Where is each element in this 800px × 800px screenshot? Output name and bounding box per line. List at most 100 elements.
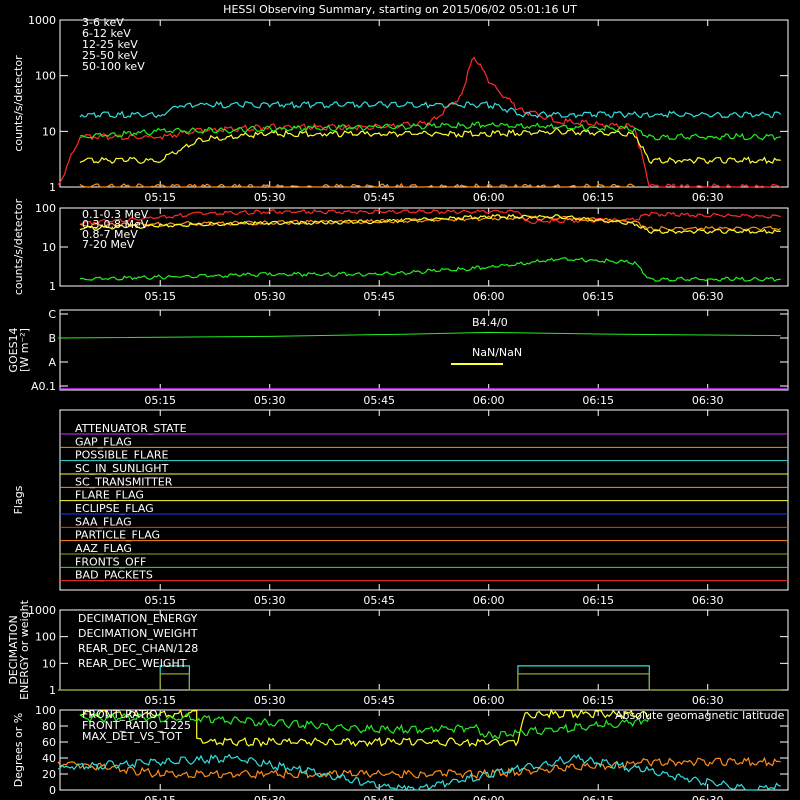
legend-entry-0: 6-12 keV [82, 27, 131, 40]
x-tick-label-4: 05:45 [363, 694, 395, 707]
series-line-absolute-geomagnetic-latitude [57, 753, 781, 792]
y-tick-label-0: 1 [49, 181, 56, 194]
y-tick-label-0: 100 [35, 70, 56, 83]
y-axis-label-0: counts/s/detector [12, 55, 25, 152]
panel-frame-2 [59, 309, 789, 391]
y-tick-label-5: 20 [42, 768, 56, 781]
x-tick-label-2: 05:45 [363, 394, 395, 407]
x-tick-label-1: 06:15 [582, 290, 614, 303]
x-tick-label-1: 05:15 [144, 290, 176, 303]
x-tick-label-4: 05:15 [144, 694, 176, 707]
legend-entry-5: FRONT_RATIO [82, 708, 158, 721]
x-tick-label-4: 06:15 [582, 694, 614, 707]
goes-nan-label: NaN/NaN [472, 346, 522, 359]
y-tick-label-2: C [48, 308, 56, 321]
y-tick-label-1: 10 [42, 241, 56, 254]
legend-entry-1: 0.8-7 MeV [82, 228, 138, 241]
y-tick-label-2: B [48, 332, 56, 345]
y-tick-label-4: 10 [42, 657, 56, 670]
x-tick-label-1: 05:45 [363, 290, 395, 303]
flag-label: GAP_FLAG [75, 435, 132, 448]
goes-line [58, 331, 781, 339]
x-tick-label-4: 06:30 [692, 694, 724, 707]
flag-label: SC_TRANSMITTER [75, 475, 173, 488]
flag-label: SAA_FLAG [75, 515, 132, 528]
x-tick-label-0: 05:15 [144, 191, 176, 204]
x-tick-label-5: 06:30 [692, 794, 724, 800]
y-tick-label-5: 0 [49, 784, 56, 797]
y-tick-label-5: 100 [35, 704, 56, 717]
x-tick-label-5: 05:45 [363, 794, 395, 800]
legend-entry-1: 0.1-0.3 MeV [82, 208, 149, 221]
y-axis-label-3: Flags [12, 485, 25, 514]
series-line-12-25-kev [79, 128, 781, 165]
x-tick-label-0: 05:45 [363, 191, 395, 204]
legend-entry-4: REAR_DEC_CHAN/128 [78, 642, 198, 655]
legend-entry-0: 50-100 keV [82, 60, 145, 73]
x-tick-label-2: 05:15 [144, 394, 176, 407]
x-tick-label-2: 06:15 [582, 394, 614, 407]
series-line-25-50-kev [79, 121, 781, 141]
legend-entry-0: 3-6 keV [82, 16, 124, 29]
flag-label: PARTICLE_FLAG [75, 529, 160, 542]
y-tick-label-4: 1 [49, 684, 56, 697]
series-line-max-det-vs-tot [57, 756, 781, 779]
series-line-50-100-kev [79, 100, 782, 119]
y-tick-label-1: 1 [49, 280, 56, 293]
legend-entry-5: FRONT_RATIO_1225 [82, 719, 191, 732]
series-line-6-12-kev [79, 182, 636, 188]
legend-entry-1: 7-20 MeV [82, 238, 135, 251]
y-tick-label-0: 1000 [28, 14, 56, 27]
goes-annotation: B4.4/0 [472, 316, 508, 329]
flag-label: BAD_PACKETS [75, 569, 153, 582]
series-line-front-ratio [79, 708, 650, 748]
panel-frame-5 [59, 709, 789, 791]
legend-entry-4: DECIMATION_ENERGY [78, 612, 198, 625]
x-tick-label-1: 06:00 [473, 290, 505, 303]
flag-label: FRONTS_OFF [75, 555, 146, 568]
panel-frame-3 [59, 409, 789, 591]
y-tick-label-4: 1000 [28, 604, 56, 617]
x-tick-label-2: 05:30 [254, 394, 286, 407]
panel-frame-1 [59, 207, 789, 287]
series-line-0-1-0-3-mev [79, 209, 781, 226]
y-axis-label-5: Degrees or % [12, 713, 25, 787]
legend-entry-4: REAR_DEC_WEIGHT [78, 657, 187, 670]
y-tick-label-4: 100 [35, 631, 56, 644]
y-tick-label-5: 40 [42, 752, 56, 765]
y-tick-label-5: 60 [42, 736, 56, 749]
x-tick-label-3: 05:45 [363, 594, 395, 607]
series-line-7-20-mev [79, 257, 781, 282]
x-tick-label-3: 06:00 [473, 594, 505, 607]
flag-label: ATTENUATOR_STATE [75, 422, 187, 435]
x-tick-label-5: 06:00 [473, 794, 505, 800]
x-tick-label-2: 06:30 [692, 394, 724, 407]
series-line-rear-dec-weight [58, 673, 781, 691]
flag-label: AAZ_FLAG [75, 542, 132, 555]
y-tick-label-1: 100 [35, 202, 56, 215]
series-line-0-3-0-8-mev [79, 215, 782, 232]
x-tick-label-3: 06:30 [692, 594, 724, 607]
x-tick-label-3: 05:15 [144, 594, 176, 607]
legend-entry-0: 12-25 keV [82, 38, 138, 51]
x-tick-label-5: 06:15 [582, 794, 614, 800]
flag-label: FLARE_FLAG [75, 489, 144, 502]
x-tick-label-0: 06:15 [582, 191, 614, 204]
y-axis-label-4: ENERGY or weight [18, 599, 31, 699]
x-tick-label-3: 06:15 [582, 594, 614, 607]
flag-label: SC_IN_SUNLIGHT [75, 462, 169, 475]
x-tick-label-4: 06:00 [473, 694, 505, 707]
y-tick-label-0: 10 [42, 125, 56, 138]
x-tick-label-1: 05:30 [254, 290, 286, 303]
y-tick-label-2: A [48, 356, 56, 369]
flag-label: ECLIPSE_FLAG [75, 502, 154, 515]
x-tick-label-1: 06:30 [692, 290, 724, 303]
series-line-3-6-kev [57, 56, 781, 189]
flag-label: POSSIBLE_FLARE [75, 449, 169, 462]
legend-entry-5: MAX_DET_VS_TOT [82, 730, 182, 743]
x-tick-label-4: 05:30 [254, 694, 286, 707]
legend-entry-4: DECIMATION_WEIGHT [78, 627, 198, 640]
y-tick-label-2: A0.1 [31, 380, 56, 393]
x-tick-label-2: 06:00 [473, 394, 505, 407]
